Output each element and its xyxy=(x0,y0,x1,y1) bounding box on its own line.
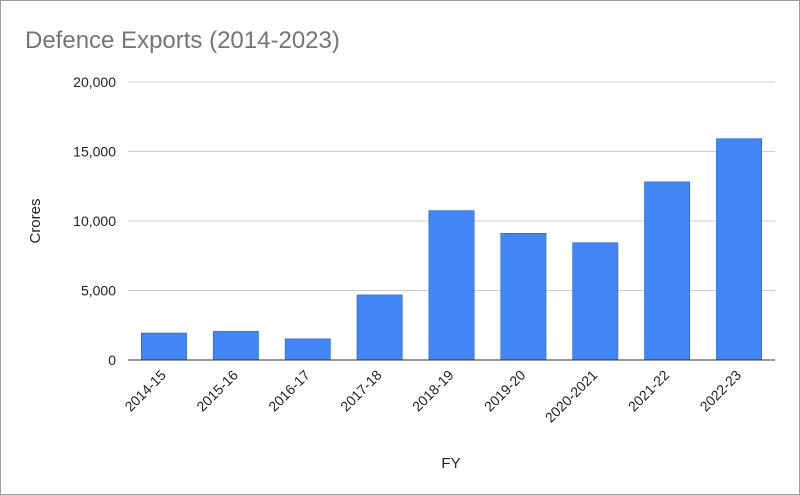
x-tick-label: 2018-19 xyxy=(409,367,457,415)
x-tick-label: 2016-17 xyxy=(265,367,313,415)
y-tick-label: 20,000 xyxy=(73,74,116,90)
bar-2014-15 xyxy=(140,332,187,361)
y-axis-label: Crores xyxy=(27,198,44,243)
bar-2022-23 xyxy=(716,138,763,361)
y-tick-label: 0 xyxy=(108,352,116,368)
x-tick-label: 2014-15 xyxy=(121,367,169,415)
x-tick-label: 2022-23 xyxy=(697,367,745,415)
x-axis-ticks: 2014-15 2015-16 2016-17 2017-18 2018-19 2019-… xyxy=(121,367,744,426)
bar-2019-20 xyxy=(500,232,547,361)
bar-2021-22 xyxy=(644,181,691,361)
y-tick-label: 10,000 xyxy=(73,213,116,229)
y-axis-ticks: 0 5,000 10,000 15,000 20,000 xyxy=(73,74,116,368)
x-tick-label: 2020-2021 xyxy=(542,367,601,426)
bar-2016-17 xyxy=(284,338,331,361)
bar-2015-16 xyxy=(212,331,259,361)
chart-title: Defence Exports (2014-2023) xyxy=(25,27,340,54)
y-tick-label: 5,000 xyxy=(81,283,116,299)
x-tick-label: 2021-22 xyxy=(625,367,673,415)
y-tick-label: 15,000 xyxy=(73,144,116,160)
x-tick-label: 2017-18 xyxy=(337,367,385,415)
bar-2020-2021 xyxy=(572,242,619,361)
x-tick-label: 2015-16 xyxy=(193,367,241,415)
x-tick-label: 2019-20 xyxy=(481,367,529,415)
bar-2017-18 xyxy=(356,294,403,361)
bars xyxy=(140,138,763,361)
x-axis-label: FY xyxy=(441,455,460,472)
bar-2018-19 xyxy=(428,210,475,361)
